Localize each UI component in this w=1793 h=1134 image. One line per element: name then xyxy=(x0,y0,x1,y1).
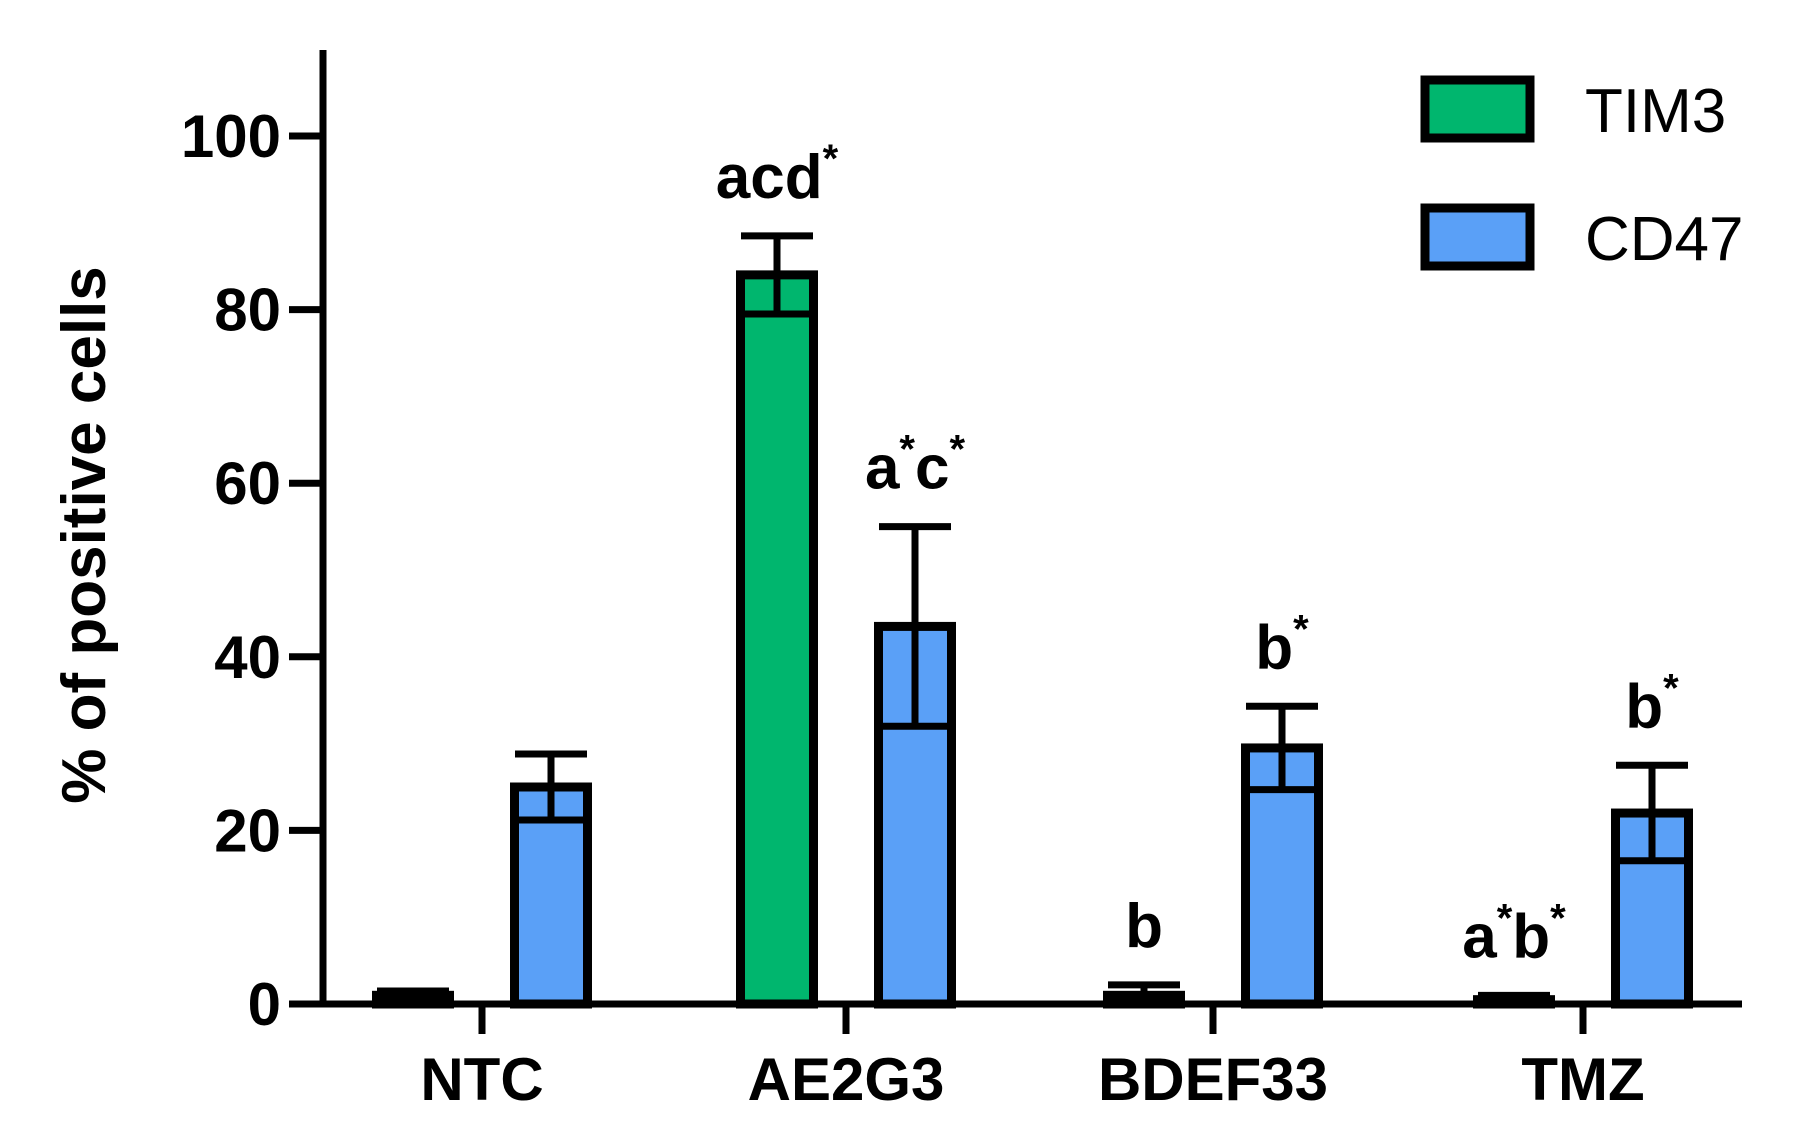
annotation-cd47-ae2g3: a*c* xyxy=(865,428,966,503)
legend-label-cd47: CD47 xyxy=(1585,205,1744,274)
error-bar-cd47-ntc xyxy=(515,750,587,824)
legend: TIM3 CD47 xyxy=(1420,75,1744,274)
plot-area: acd* b a*b* a*c* b* b* 0 20 40 60 80 100 NTC AE2G3 BDE… xyxy=(181,50,1742,1113)
y-tick-label-60: 60 xyxy=(214,450,281,517)
y-tick-label-100: 100 xyxy=(181,103,281,170)
error-bar-cd47-bdef33 xyxy=(1246,702,1318,794)
annotation-tim3-tmz: a*b* xyxy=(1462,896,1566,971)
annotation-cd47-bdef33: b* xyxy=(1255,607,1309,682)
y-tick-label-80: 80 xyxy=(214,277,281,344)
legend-swatch-tim3 xyxy=(1420,75,1535,143)
annotation-tim3-bdef33: b xyxy=(1125,892,1163,961)
x-tick-label-tmz: TMZ xyxy=(1521,1046,1644,1113)
legend-swatch-cd47 xyxy=(1420,203,1535,271)
legend-label-tim3: TIM3 xyxy=(1585,77,1726,146)
y-tick-label-20: 20 xyxy=(214,797,281,864)
x-tick-label-bdef33: BDEF33 xyxy=(1098,1046,1328,1113)
error-bar-tim3-ae2g3 xyxy=(741,232,813,318)
error-bar-tim3-ntc xyxy=(377,987,449,1004)
y-axis-label: % of positive cells xyxy=(50,266,119,804)
annotation-tim3-ae2g3: acd* xyxy=(716,137,839,212)
x-tick-label-ntc: NTC xyxy=(420,1046,543,1113)
x-tick-label-ae2g3: AE2G3 xyxy=(748,1046,945,1113)
y-tick-label-0: 0 xyxy=(248,971,281,1038)
y-tick-label-40: 40 xyxy=(214,624,281,691)
error-bar-cd47-ae2g3 xyxy=(879,523,951,730)
bar-tim3-ae2g3 xyxy=(736,270,818,1009)
error-bar-cd47-tmz xyxy=(1616,761,1688,865)
annotation-cd47-tmz: b* xyxy=(1625,666,1679,741)
